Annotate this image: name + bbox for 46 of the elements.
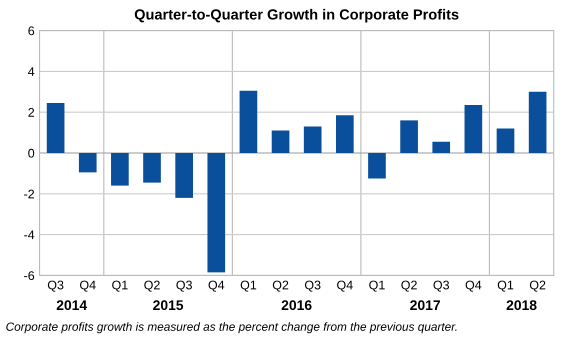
text: 2018 xyxy=(506,300,537,310)
bar xyxy=(78,153,97,172)
x-tick-label: Q1 xyxy=(498,280,514,292)
y-tick-label: -6 xyxy=(24,271,34,280)
bar xyxy=(464,105,482,153)
x-tick-label: Q3 xyxy=(304,280,320,292)
bar xyxy=(304,126,322,153)
y-tick-label: 6 xyxy=(28,26,34,36)
bar xyxy=(272,130,290,153)
bar xyxy=(528,92,546,153)
x-tick-label: Q2 xyxy=(272,280,288,292)
bar xyxy=(400,120,418,153)
bar xyxy=(111,153,129,186)
x-tick-label: Q2 xyxy=(530,280,546,292)
bar xyxy=(207,153,226,272)
y-tick-label: 4 xyxy=(28,67,34,76)
x-tick-label: Q4 xyxy=(208,280,224,292)
bar xyxy=(432,142,450,153)
text: 2014 xyxy=(56,300,88,310)
y-tick-label: 0 xyxy=(28,148,34,158)
bar xyxy=(46,103,64,153)
x-tick-label: Q1 xyxy=(369,280,385,292)
y-tick-label: 2 xyxy=(28,108,34,117)
x-tick-label: Q1 xyxy=(240,280,256,292)
bar xyxy=(175,153,193,198)
text: 2017 xyxy=(410,300,440,310)
bar xyxy=(368,153,386,178)
bar xyxy=(143,153,161,183)
text: Corporate profits growth is measured as the percent change from the previous quarter. xyxy=(6,322,457,334)
x-tick-label: Q4 xyxy=(466,280,482,292)
x-tick-label: Q3 xyxy=(176,280,192,292)
bar xyxy=(240,90,258,153)
bar xyxy=(496,128,514,153)
x-tick-label: Q2 xyxy=(401,280,417,292)
x-tick-label: Q1 xyxy=(112,280,128,292)
x-tick-label: Q2 xyxy=(144,280,160,292)
text: 2016 xyxy=(282,300,312,310)
x-tick-label: Q3 xyxy=(433,280,450,292)
y-tick-label: -4 xyxy=(24,230,34,240)
text: 2015 xyxy=(153,300,184,310)
x-tick-label: Q4 xyxy=(337,280,353,292)
chart-title: Quarter-to-Quarter Growth in Corporate Profits xyxy=(134,8,458,23)
y-tick-label: -2 xyxy=(24,190,34,198)
x-tick-label: Q4 xyxy=(80,280,96,292)
x-tick-label: Q3 xyxy=(48,280,64,292)
bar xyxy=(336,115,354,153)
